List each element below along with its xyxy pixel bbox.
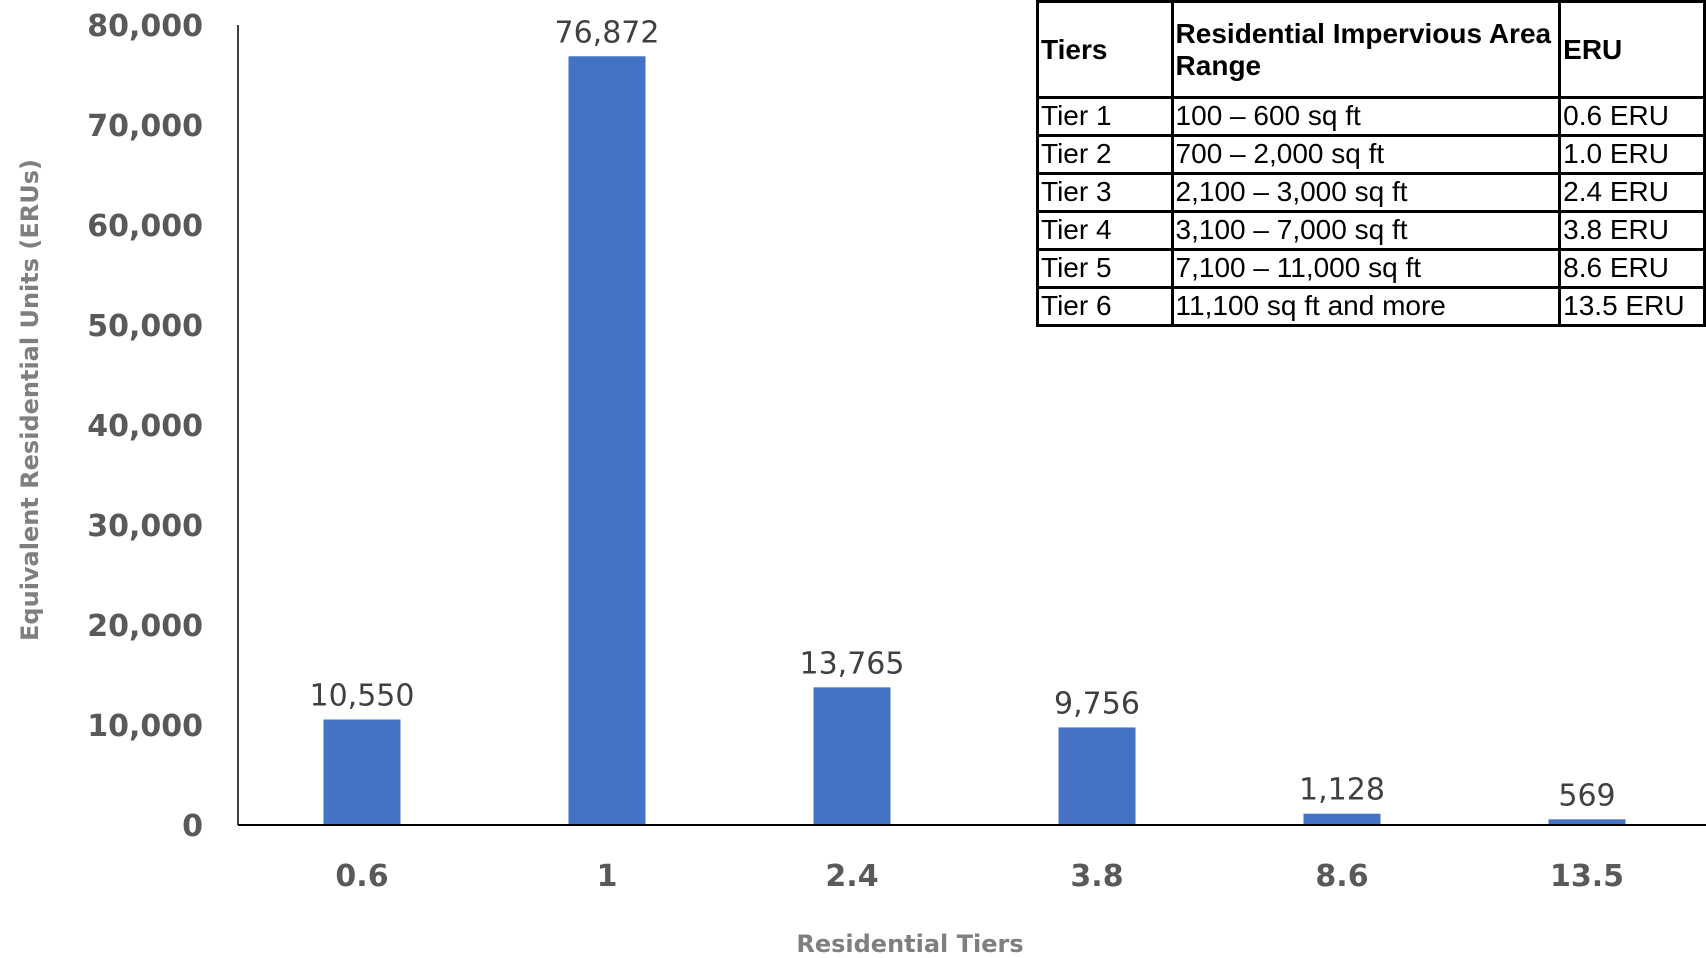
cell-range: 3,100 – 7,000 sq ft [1170, 210, 1562, 251]
y-tick-label: 20,000 [87, 609, 203, 644]
y-axis-title: Equivalent Residential Units (ERUs) [16, 159, 44, 641]
bars [323, 56, 1626, 825]
cell-eru: 8.6 ERU [1558, 248, 1706, 289]
cell-eru: 0.6 ERU [1558, 96, 1706, 137]
data-label: 10,550 [310, 679, 415, 714]
x-axis-title: Residential Tiers [796, 930, 1023, 958]
cell-tier: Tier 5 [1036, 248, 1174, 289]
cell-eru: 1.0 ERU [1558, 134, 1706, 175]
x-tick-label: 3.8 [1070, 859, 1123, 894]
data-label: 569 [1558, 778, 1615, 813]
bar [323, 719, 401, 825]
table-row: Tier 5 7,100 – 11,000 sq ft 8.6 ERU [1036, 248, 1706, 289]
x-tick-label: 8.6 [1315, 859, 1368, 894]
cell-tier: Tier 2 [1036, 134, 1174, 175]
y-tick-label: 50,000 [87, 309, 203, 344]
cell-range: 7,100 – 11,000 sq ft [1170, 248, 1562, 289]
x-tick-label: 0.6 [335, 859, 388, 894]
cell-range: 100 – 600 sq ft [1170, 96, 1562, 137]
x-tick-label: 13.5 [1550, 859, 1624, 894]
data-labels: 10,550 76,872 13,765 9,756 1,128 569 [310, 15, 1616, 813]
cell-tier: Tier 1 [1036, 96, 1174, 137]
x-tick-label: 2.4 [825, 859, 878, 894]
x-tick-label: 1 [597, 859, 618, 894]
cell-range: 700 – 2,000 sq ft [1170, 134, 1562, 175]
cell-tier: Tier 3 [1036, 172, 1174, 213]
y-tick-label: 30,000 [87, 509, 203, 544]
cell-range: 11,100 sq ft and more [1170, 286, 1562, 327]
data-label: 9,756 [1054, 686, 1140, 721]
table-header-row: Tiers Residential Impervious Area Range … [1036, 0, 1706, 99]
cell-range: 2,100 – 3,000 sq ft [1170, 172, 1562, 213]
cell-eru: 3.8 ERU [1558, 210, 1706, 251]
data-label: 76,872 [555, 15, 660, 50]
tier-table: Tiers Residential Impervious Area Range … [1036, 0, 1706, 327]
cell-eru: 2.4 ERU [1558, 172, 1706, 213]
y-axis-ticks: 0 10,000 20,000 30,000 40,000 50,000 60,000 70,… [87, 9, 203, 844]
bar [1303, 813, 1381, 825]
table-row: Tier 1 100 – 600 sq ft 0.6 ERU [1036, 96, 1706, 137]
header-area-range: Residential Impervious Area Range [1170, 0, 1562, 99]
data-label: 1,128 [1299, 773, 1385, 808]
bar [813, 687, 891, 825]
y-tick-label: 0 [182, 809, 203, 844]
bar [568, 56, 646, 825]
table-row: Tier 4 3,100 – 7,000 sq ft 3.8 ERU [1036, 210, 1706, 251]
y-tick-label: 60,000 [87, 209, 203, 244]
header-eru: ERU [1558, 0, 1706, 99]
data-label: 13,765 [800, 646, 905, 681]
bar [1548, 819, 1626, 825]
table-row: Tier 2 700 – 2,000 sq ft 1.0 ERU [1036, 134, 1706, 175]
x-axis-ticks: 0.6 1 2.4 3.8 8.6 13.5 [335, 859, 1624, 894]
table-row: Tier 6 11,100 sq ft and more 13.5 ERU [1036, 286, 1706, 327]
y-tick-label: 80,000 [87, 9, 203, 44]
y-tick-label: 10,000 [87, 709, 203, 744]
y-tick-label: 70,000 [87, 109, 203, 144]
bar [1058, 727, 1136, 825]
y-tick-label: 40,000 [87, 409, 203, 444]
cell-tier: Tier 6 [1036, 286, 1174, 327]
table-row: Tier 3 2,100 – 3,000 sq ft 2.4 ERU [1036, 172, 1706, 213]
header-tiers: Tiers [1036, 0, 1174, 99]
cell-tier: Tier 4 [1036, 210, 1174, 251]
cell-eru: 13.5 ERU [1558, 286, 1706, 327]
